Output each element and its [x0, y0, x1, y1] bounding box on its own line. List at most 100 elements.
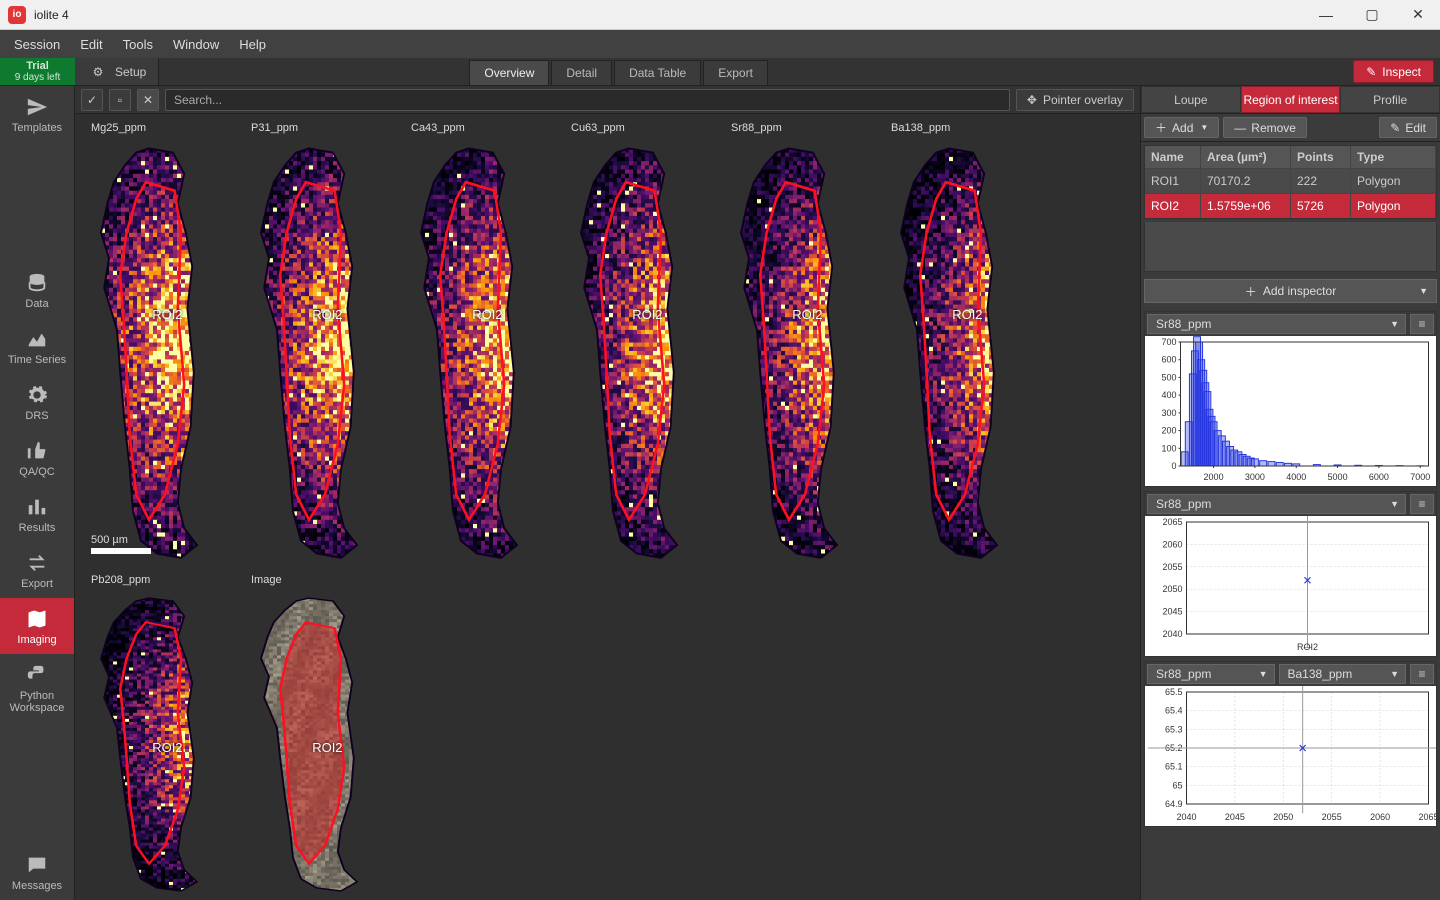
roi-label: ROI2 — [952, 307, 982, 322]
roi-label: ROI2 — [792, 307, 822, 322]
setup-button[interactable]: ⚙ Setup — [75, 58, 159, 85]
menu-icon: ≡ — [1418, 667, 1425, 681]
sidebar-item-data[interactable]: Data — [0, 262, 74, 318]
inspector-panel: Sr88_ppm▼Ba138_ppm▼≡64.96565.165.265.365… — [1144, 661, 1437, 827]
sidebar-item-messages[interactable]: Messages — [0, 844, 74, 900]
channel-select[interactable]: Sr88_ppm▼ — [1147, 314, 1406, 334]
add-roi-button[interactable]: ＋ Add ▼ — [1144, 117, 1219, 138]
sidebar-label: Results — [19, 522, 56, 534]
add-inspector-button[interactable]: ＋ Add inspector ▼ — [1144, 279, 1437, 303]
inspector-menu-button[interactable]: ≡ — [1410, 664, 1434, 684]
pencil-icon: ✎ — [1390, 121, 1400, 135]
tab-data-table[interactable]: Data Table — [614, 60, 701, 85]
tab-overview[interactable]: Overview — [469, 60, 549, 85]
roi-label: ROI2 — [632, 307, 662, 322]
channel-ca43_ppm[interactable]: Ca43_ppmROI2 — [405, 122, 565, 562]
sidebar-item-imaging[interactable]: Imaging — [0, 598, 74, 654]
sidebar-label: Python Workspace — [10, 690, 65, 714]
map-icon — [26, 608, 48, 630]
inspector-header: Sr88_ppm▼ ≡ — [1145, 312, 1436, 336]
tab-export[interactable]: Export — [703, 60, 768, 85]
right-tab-loupe[interactable]: Loupe — [1141, 86, 1241, 113]
roi-action-row: ＋ Add ▼ — Remove ✎ Edit — [1141, 114, 1440, 142]
menu-help[interactable]: Help — [229, 33, 276, 56]
channel-label: Image — [251, 574, 282, 586]
roi-table-empty-space — [1144, 222, 1437, 272]
sidebar-item-results[interactable]: Results — [0, 486, 74, 542]
search-input[interactable]: Search... — [165, 89, 1010, 111]
menu-icon: ≡ — [1418, 317, 1425, 331]
menu-window[interactable]: Window — [163, 33, 229, 56]
toolbar-row: Trial 9 days left ⚙ Setup OverviewDetail… — [0, 58, 1440, 86]
channel-cu63_ppm[interactable]: Cu63_ppmROI2 — [565, 122, 725, 562]
table-cell: 1.5759e+06 — [1201, 193, 1291, 218]
menu-session[interactable]: Session — [4, 33, 70, 56]
inspector-chart: 0100200300400500600700200030004000500060… — [1145, 336, 1436, 486]
chevron-down-icon: ▼ — [1419, 286, 1428, 296]
menubar: SessionEditToolsWindowHelp — [0, 30, 1440, 58]
inspector-panel: Sr88_ppm▼ ≡ 010020030040050060070020003000… — [1144, 311, 1437, 487]
inspect-label: Inspect — [1382, 65, 1421, 79]
channel-select[interactable]: Ba138_ppm▼ — [1279, 664, 1407, 684]
chevron-down-icon: ▼ — [1259, 669, 1268, 679]
menu-tools[interactable]: Tools — [113, 33, 163, 56]
channel-label: Sr88_ppm — [731, 122, 782, 134]
roi-table: NameArea (µm²)PointsTypeROI170170.2222Po… — [1144, 145, 1437, 219]
wand-icon: ✎ — [1366, 65, 1376, 79]
minimize-button[interactable]: — — [1312, 5, 1340, 25]
table-header: Points — [1291, 146, 1351, 168]
sidebar-item-time-series[interactable]: Time Series — [0, 318, 74, 374]
inspector-menu-button[interactable]: ≡ — [1410, 314, 1434, 334]
right-tab-region-of-interest[interactable]: Region of interest — [1241, 86, 1341, 113]
channel-label: P31_ppm — [251, 122, 298, 134]
toggle-check-button[interactable]: ✓ — [81, 89, 103, 111]
table-cell: 222 — [1291, 168, 1351, 193]
chat-icon — [26, 854, 48, 876]
heatmap-image — [245, 140, 405, 562]
right-tab-profile[interactable]: Profile — [1340, 86, 1440, 113]
sidebar-label: Data — [25, 298, 48, 310]
edit-roi-button[interactable]: ✎ Edit — [1379, 117, 1437, 138]
remove-roi-button[interactable]: — Remove — [1223, 117, 1307, 138]
toggle-box-button[interactable]: ▫ — [109, 89, 131, 111]
heatmap-image — [565, 140, 725, 562]
close-button[interactable]: ✕ — [1404, 5, 1432, 25]
inspector-header: Sr88_ppm▼Ba138_ppm▼ ≡ — [1145, 662, 1436, 686]
maximize-button[interactable]: ▢ — [1358, 5, 1386, 25]
edit-label: Edit — [1405, 121, 1426, 135]
roi-label: ROI2 — [152, 307, 182, 322]
inspector-menu-button[interactable]: ≡ — [1410, 494, 1434, 514]
plus-icon: ＋ — [1155, 119, 1167, 136]
channel-sr88_ppm[interactable]: Sr88_ppm ROI2 — [725, 122, 885, 562]
sidebar-label: DRS — [25, 410, 48, 422]
channel-mg25_ppm[interactable]: Mg25_ppmROI2 — [85, 122, 245, 562]
right-panel-tabs: LoupeRegion of interestProfile — [1141, 86, 1440, 114]
channel-ba138_ppm[interactable]: Ba138_ppmROI2 — [885, 122, 1045, 562]
channel-select[interactable]: Sr88_ppm▼ — [1147, 494, 1406, 514]
inspect-button[interactable]: ✎ Inspect — [1353, 60, 1434, 83]
thumb-icon — [26, 440, 48, 462]
sidebar-item-qa/qc[interactable]: QA/QC — [0, 430, 74, 486]
sidebar-label: Export — [21, 578, 53, 590]
clear-button[interactable]: ✕ — [137, 89, 159, 111]
select-value: Sr88_ppm — [1156, 497, 1211, 511]
sidebar-item-python[interactable]: Python Workspace — [0, 654, 74, 722]
add-inspector-label: Add inspector — [1263, 284, 1336, 298]
channel-pb208_ppm[interactable]: Pb208_ppmROI2 — [85, 574, 245, 894]
channel-p31_ppm[interactable]: P31_ppmROI2 — [245, 122, 405, 562]
channel-select[interactable]: Sr88_ppm▼ — [1147, 664, 1275, 684]
sidebar-item-templates[interactable]: Templates — [0, 86, 74, 142]
tab-strip: OverviewDetailData TableExport — [469, 58, 770, 85]
pointer-overlay-button[interactable]: ✥ Pointer overlay — [1016, 89, 1134, 111]
inspector-header: Sr88_ppm▼≡ — [1145, 492, 1436, 516]
sidebar-item-export[interactable]: Export — [0, 542, 74, 598]
table-header: Name — [1145, 146, 1201, 168]
sidebar-item-drs[interactable]: DRS — [0, 374, 74, 430]
channel-image[interactable]: ImageROI2 — [245, 574, 405, 894]
table-header: Type — [1351, 146, 1436, 168]
menu-edit[interactable]: Edit — [70, 33, 112, 56]
tab-detail[interactable]: Detail — [551, 60, 612, 85]
table-cell: ROI1 — [1145, 168, 1201, 193]
table-row[interactable]: ROI170170.2222Polygon — [1145, 168, 1436, 193]
table-row[interactable]: ROI21.5759e+065726Polygon — [1145, 193, 1436, 218]
